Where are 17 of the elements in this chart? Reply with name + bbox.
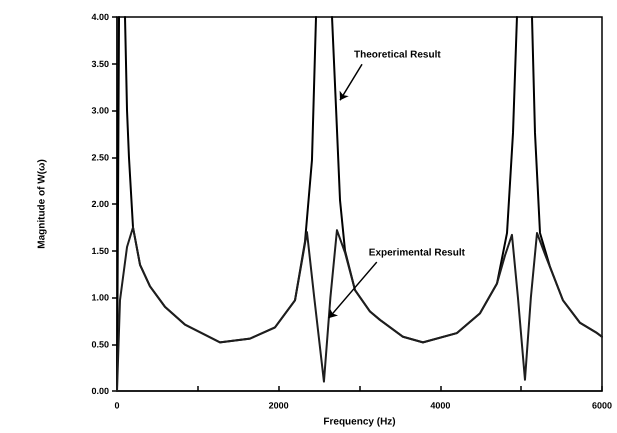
y-axis-title: Magnitude of W(ω) xyxy=(36,159,48,249)
x-tick-label: 0 xyxy=(114,400,120,410)
y-tick-label: 3.00 xyxy=(91,106,109,116)
y-tick-label: 4.00 xyxy=(91,12,109,22)
y-tick-label: 0.00 xyxy=(91,386,109,396)
annotation: Experimental Result xyxy=(368,248,466,259)
x-tick-label: 6000 xyxy=(592,400,612,410)
y-tick-label: 2.50 xyxy=(91,152,109,162)
x-tick-label: 4000 xyxy=(430,400,450,410)
y-tick-label: 2.00 xyxy=(91,199,109,209)
x-axis-title: Frequency (Hz) xyxy=(323,416,396,428)
y-tick-label: 1.00 xyxy=(91,292,109,302)
y-tick-label: 0.50 xyxy=(91,339,109,350)
y-tick-label: 1.50 xyxy=(91,246,109,256)
y-tick-label: 3.50 xyxy=(91,58,109,69)
annotation: Theoretical Result xyxy=(354,50,442,61)
x-tick-label: 2000 xyxy=(268,400,289,410)
